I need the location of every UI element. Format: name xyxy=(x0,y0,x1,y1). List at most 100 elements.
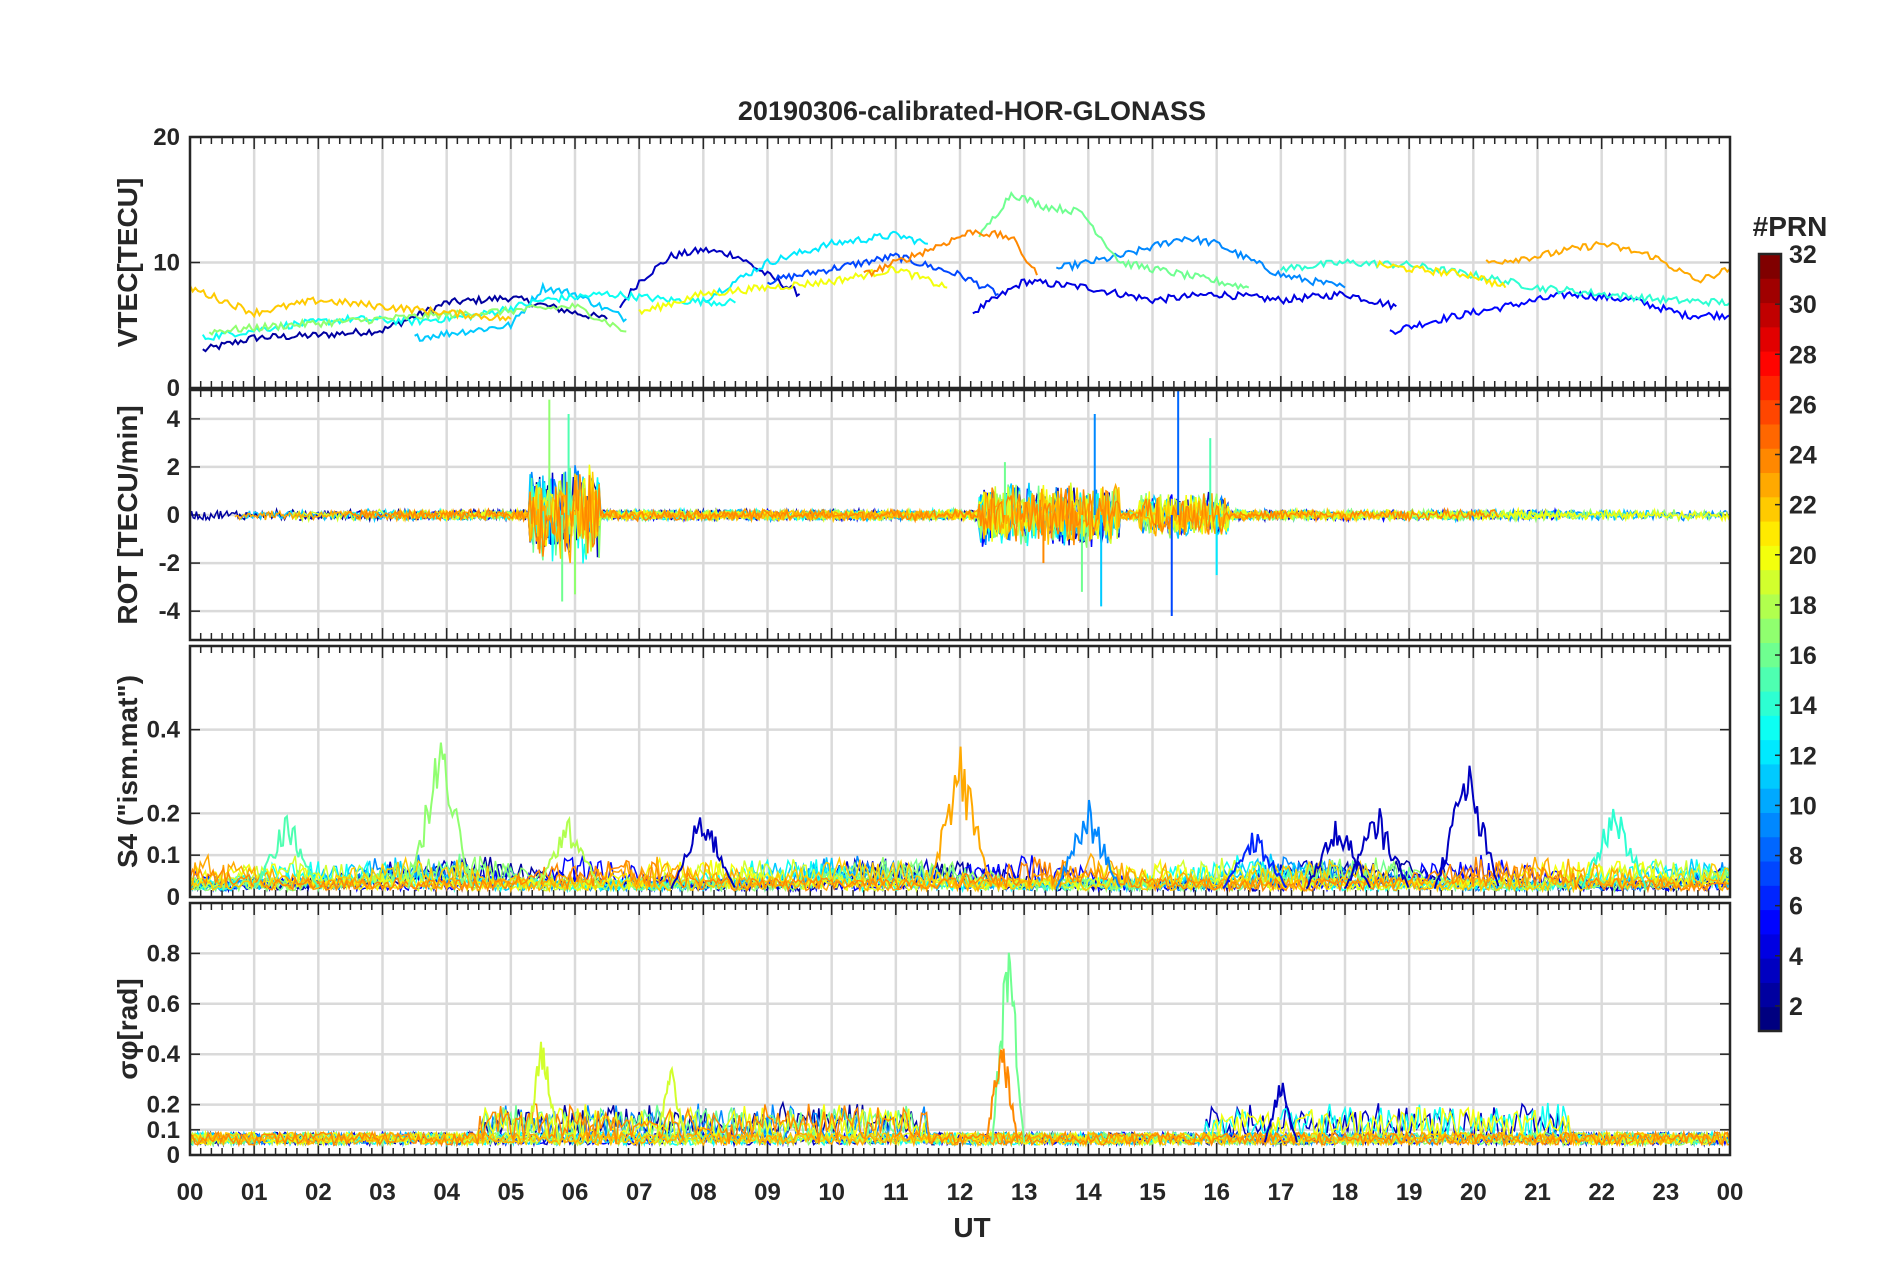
panel-frame xyxy=(188,644,1732,899)
rot-series-line xyxy=(343,474,1500,557)
colorbar-tick-label: 10 xyxy=(1789,792,1817,820)
y-tick-label: 0 xyxy=(167,884,180,911)
colorbar-tick-label: 18 xyxy=(1789,592,1817,620)
s4-peak xyxy=(1222,832,1288,890)
colorbar-segment xyxy=(1759,423,1781,449)
s4-peak xyxy=(1581,808,1647,889)
s4-peak xyxy=(1433,765,1500,889)
colorbar-segment xyxy=(1759,593,1781,619)
colorbar-segment xyxy=(1759,861,1781,886)
s4-peak xyxy=(1305,820,1371,890)
y-tick-label: 0.1 xyxy=(147,842,180,869)
colorbar-tick-label: 16 xyxy=(1789,642,1817,670)
vtec-series-line xyxy=(972,278,1397,315)
s4-series-line xyxy=(190,852,1730,894)
x-tick-label: 21 xyxy=(1524,1179,1551,1206)
panel-rot: -4 -2 0 2 4 ROT [TECU/min] xyxy=(112,388,1732,642)
x-tick-label: 10 xyxy=(818,1179,845,1206)
y-tick-label: 0.4 xyxy=(147,1041,181,1068)
x-tick-label: 00 xyxy=(177,1179,204,1206)
x-tick-label: 16 xyxy=(1203,1179,1230,1206)
x-axis-label: UT xyxy=(953,1212,990,1243)
sigma-peak xyxy=(654,1065,689,1143)
x-tick-label: 17 xyxy=(1267,1179,1294,1206)
data-lines xyxy=(190,742,1730,894)
x-tick-label: 11 xyxy=(883,1179,908,1206)
colorbar-segment xyxy=(1759,326,1781,352)
y-tick-label: 20 xyxy=(153,124,180,151)
s4-peak xyxy=(253,814,319,889)
s4-peak xyxy=(1344,808,1410,890)
data-lines xyxy=(190,190,1730,353)
colorbar-tick-label: 24 xyxy=(1789,442,1817,470)
panel-frame xyxy=(188,135,1732,390)
vtec-series-line xyxy=(1376,259,1507,289)
x-tick-label: 14 xyxy=(1075,1179,1102,1206)
colorbar-segment xyxy=(1759,958,1781,983)
panel-frame xyxy=(188,388,1732,642)
y-tick-label: 2 xyxy=(167,454,180,481)
colorbar-segment xyxy=(1759,351,1781,376)
colorbar-tick-label: 28 xyxy=(1789,341,1817,369)
x-tick-label: 05 xyxy=(497,1179,524,1206)
colorbar-tick-label: 30 xyxy=(1789,291,1817,319)
colorbar-tick-label: 4 xyxy=(1789,943,1803,971)
colorbar-tick-label: 12 xyxy=(1789,742,1817,770)
colorbar-segment xyxy=(1759,885,1781,911)
x-tick-label: 20 xyxy=(1460,1179,1487,1206)
data-lines xyxy=(190,952,1730,1148)
y-tick-label: 0 xyxy=(167,502,180,529)
panel-sigma: 00.10.2 0.4 0.6 0.8σφ[rad] xyxy=(112,901,1732,1169)
colorbar-segment xyxy=(1759,399,1781,425)
vtec-series-line xyxy=(202,294,608,353)
colorbar-segment xyxy=(1759,788,1781,813)
x-tick-label: 07 xyxy=(626,1179,653,1206)
x-tick-label: 12 xyxy=(947,1179,974,1206)
sigma-peak xyxy=(991,952,1026,1143)
colorbar-tick-label: 8 xyxy=(1789,843,1803,871)
colorbar-segment xyxy=(1759,618,1781,643)
x-tick-label: 02 xyxy=(305,1179,332,1206)
colorbar-segment xyxy=(1759,933,1781,959)
colorbar-segment xyxy=(1759,763,1781,789)
colorbar-segment xyxy=(1759,836,1781,862)
y-axis-label-rot: ROT [TECU/min] xyxy=(112,405,143,624)
sigma-peak xyxy=(984,1048,1019,1143)
x-tick-label: 15 xyxy=(1139,1179,1166,1206)
vtec-series-line xyxy=(638,264,948,316)
colorbar-tick-label: 2 xyxy=(1789,993,1803,1021)
colorbar-frame xyxy=(1757,252,1783,1033)
colorbar-tick-label: 22 xyxy=(1789,492,1817,520)
colorbar-segment xyxy=(1759,375,1781,401)
sigma-series-line xyxy=(190,1102,1730,1148)
colorbar-segment xyxy=(1759,642,1781,668)
colorbar-label: #PRN xyxy=(1753,211,1828,242)
colorbar-segment xyxy=(1759,254,1781,279)
colorbar-segment xyxy=(1759,715,1781,741)
colorbar-segment xyxy=(1759,278,1781,304)
vtec-series-line xyxy=(1280,258,1730,308)
x-tick-label: 23 xyxy=(1652,1179,1679,1206)
y-tick-label: 10 xyxy=(153,250,180,277)
colorbar-segment xyxy=(1759,1006,1781,1032)
colorbar-segment xyxy=(1759,496,1781,522)
s4-peak xyxy=(926,746,993,889)
x-tick-label: 01 xyxy=(241,1179,268,1206)
chart-title: 20190306-calibrated-HOR-GLONASS xyxy=(738,96,1206,126)
y-tick-label: -4 xyxy=(159,598,181,625)
colorbar-segment xyxy=(1759,472,1781,498)
x-tick-label: 13 xyxy=(1011,1179,1038,1206)
colorbar-segment xyxy=(1759,302,1781,328)
s4-peak xyxy=(407,742,473,889)
vtec-series-line xyxy=(619,246,801,309)
s4-series-line xyxy=(190,856,1730,894)
y-tick-label: 4 xyxy=(167,406,181,433)
x-tick-label: 08 xyxy=(690,1179,717,1206)
colorbar-tick-label: 26 xyxy=(1789,391,1817,419)
y-tick-label: 0 xyxy=(167,1142,180,1169)
x-tick-label: 00 xyxy=(1717,1179,1744,1206)
vtec-series-line xyxy=(208,302,627,336)
